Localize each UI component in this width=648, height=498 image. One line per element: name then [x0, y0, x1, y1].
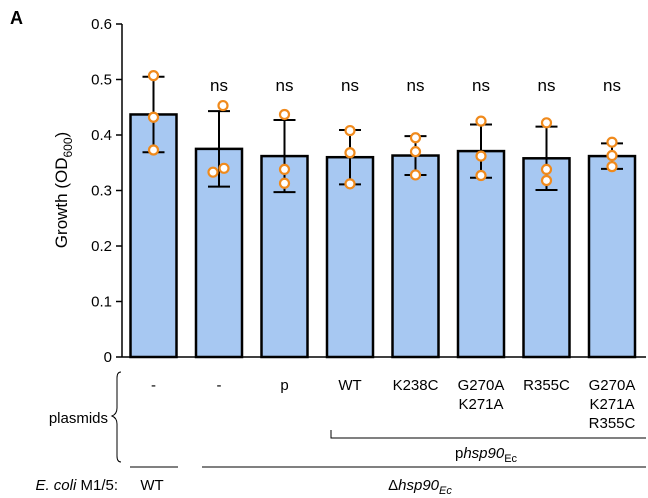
data-point — [217, 99, 229, 112]
data-point — [344, 147, 356, 159]
data-point — [475, 169, 487, 182]
x-tick-label: G270A — [458, 377, 505, 394]
x-tick-label: - — [217, 377, 222, 394]
delta-symbol: Δ — [388, 477, 398, 494]
x-tick-label: p — [280, 377, 288, 394]
x-tick-label: K238C — [393, 377, 439, 394]
significance-label: ns — [210, 76, 228, 95]
y-tick-label: 0.5 — [91, 72, 112, 89]
data-point — [606, 149, 618, 162]
x-tick-label: - — [151, 377, 156, 394]
y-tick-label: 0.1 — [91, 294, 112, 311]
strain-label-italic: E. coli — [35, 477, 77, 494]
bars-layer: ns ns ns ns ns ns ns — [129, 70, 637, 359]
delta-sub: Ec — [439, 485, 452, 497]
data-point — [278, 163, 291, 176]
y-axis-label-end: ) — [52, 132, 71, 138]
phsp90-group-line — [330, 430, 646, 439]
data-point — [475, 115, 487, 127]
y-axis-label-main: Growth (OD — [52, 158, 71, 249]
strain-delta-label: Δhsp90Ec — [388, 477, 452, 497]
y-tick-label: 0.6 — [91, 16, 112, 33]
y-tick-label: 0.3 — [91, 183, 112, 200]
y-tick-label: 0 — [104, 349, 112, 366]
significance-label: ns — [603, 76, 621, 95]
x-tick-label: G270A — [589, 377, 636, 394]
phsp90-sub: Ec — [504, 453, 517, 465]
x-tick-label: R355C — [523, 377, 570, 394]
panel-label: A — [10, 8, 23, 28]
data-point — [606, 136, 618, 148]
significance-label: ns — [341, 76, 359, 95]
data-point — [540, 163, 553, 176]
delta-gene: hsp90 — [398, 477, 440, 494]
significance-label: ns — [407, 76, 425, 95]
data-point — [475, 150, 487, 162]
x-tick-label: R355C — [589, 415, 636, 432]
phsp90-label: phsp90Ec — [455, 445, 518, 465]
bar — [456, 149, 506, 359]
data-point — [409, 169, 422, 181]
plasmids-brace — [110, 371, 122, 463]
bar — [325, 155, 375, 359]
significance-label: ns — [538, 76, 556, 95]
phsp90-prefix: p — [455, 445, 463, 462]
y-tick-label: 0.2 — [91, 238, 112, 255]
x-tick-label: WT — [338, 377, 361, 394]
data-point — [344, 178, 356, 190]
data-point — [278, 108, 291, 121]
bar — [587, 154, 637, 359]
data-point — [147, 70, 160, 82]
data-point — [540, 174, 553, 187]
data-point — [218, 162, 230, 174]
bar — [522, 157, 571, 359]
y-tick-label: 0.4 — [91, 127, 112, 144]
strain-label: E. coli M1/5: — [35, 477, 118, 494]
phsp90-gene: hsp90 — [463, 445, 505, 462]
data-point — [606, 161, 618, 173]
x-tick-label: K271A — [458, 396, 503, 413]
significance-label: ns — [472, 76, 490, 95]
y-axis-label-sub: 600 — [61, 137, 75, 157]
data-point — [278, 177, 291, 189]
data-point — [344, 124, 356, 137]
y-axis: 0 0.1 0.2 0.3 0.4 0.5 0.6 — [91, 16, 123, 366]
data-point — [147, 144, 160, 156]
data-point — [147, 111, 160, 123]
x-tick-label: K271A — [589, 396, 634, 413]
y-axis-label: Growth (OD600) — [52, 132, 75, 248]
bar — [260, 154, 309, 359]
data-point — [207, 166, 219, 178]
bar — [391, 154, 440, 359]
strain-wt: WT — [140, 477, 163, 494]
data-point — [540, 117, 553, 129]
strain-label-rest: M1/5: — [76, 477, 118, 494]
significance-label: ns — [276, 76, 294, 95]
data-point — [409, 132, 422, 144]
x-axis: - - p WT K238C G270A K271A R355C G270A K271A R355C — [122, 356, 646, 432]
plasmids-label: plasmids — [49, 410, 108, 427]
data-point — [409, 146, 422, 158]
